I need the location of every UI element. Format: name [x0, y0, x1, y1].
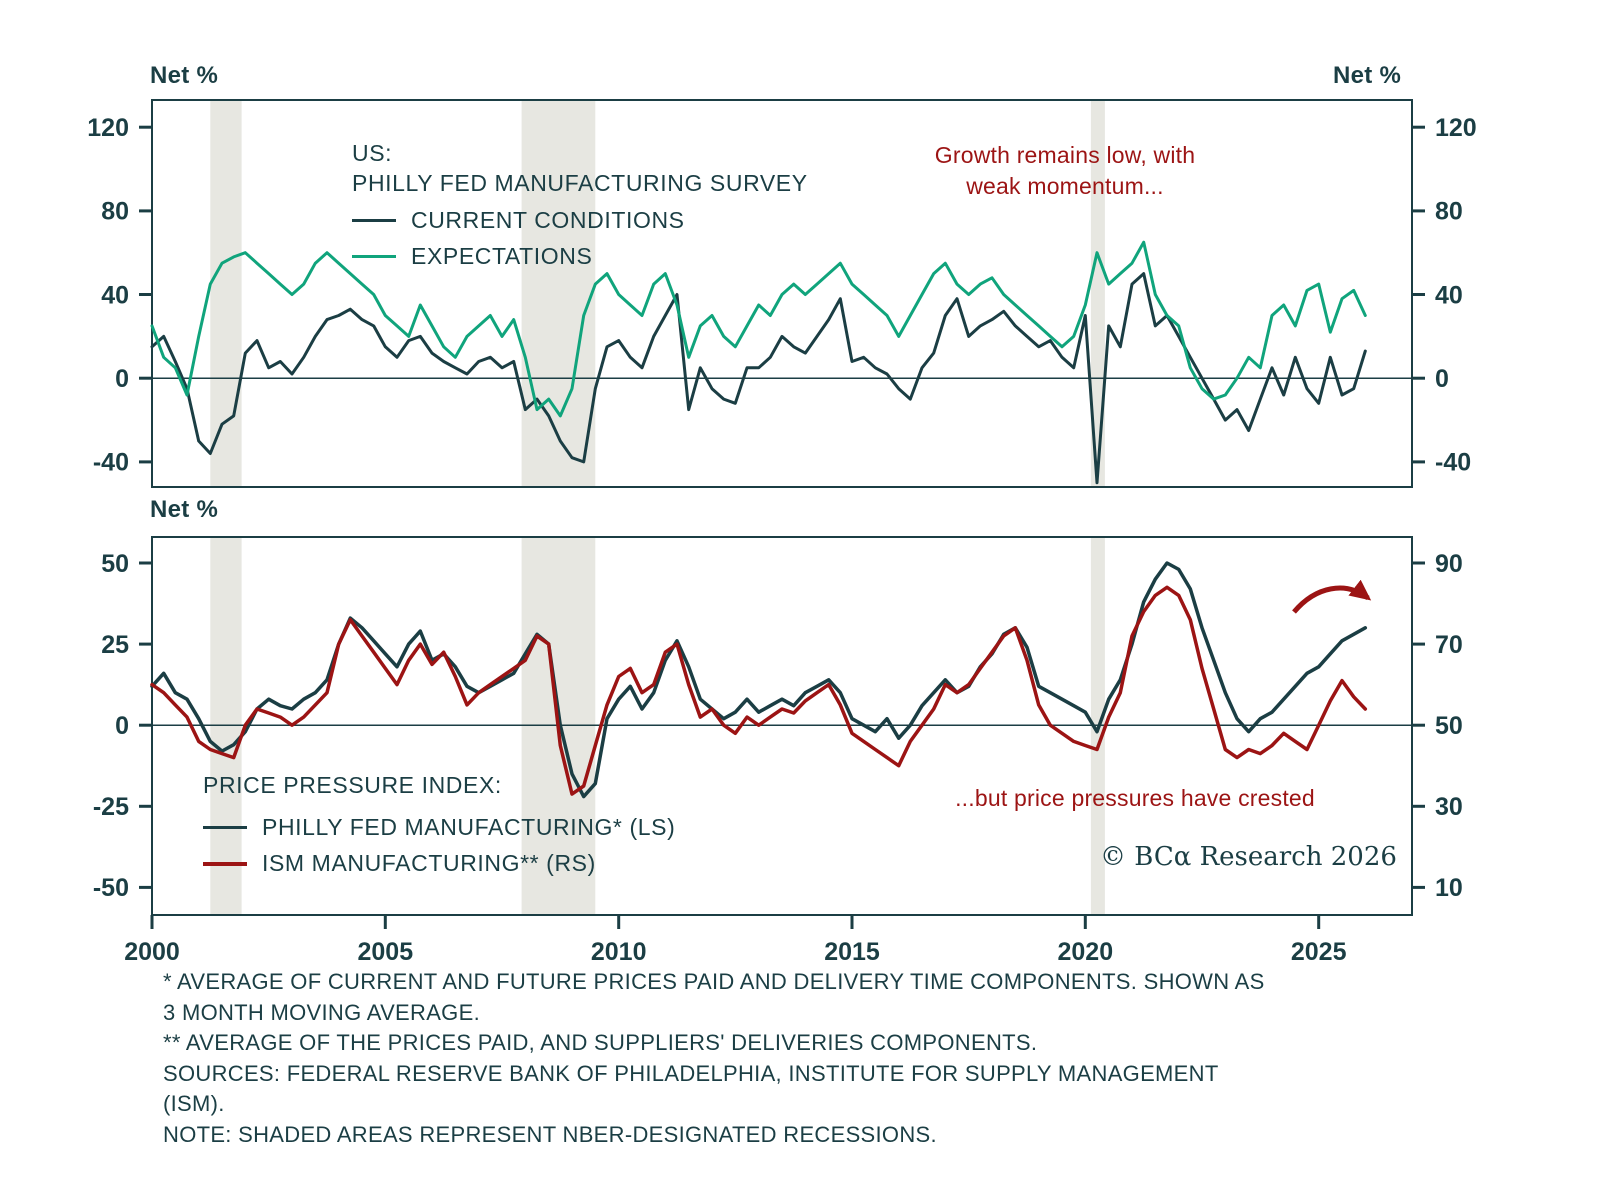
expectations-line-swatch	[352, 255, 396, 258]
x-tick-label: 2015	[824, 938, 880, 966]
footnote-line: SOURCES: FEDERAL RESERVE BANK OF PHILADE…	[163, 1060, 1219, 1086]
growth-annotation: Growth remains low, with weak momentum..…	[885, 140, 1245, 202]
expectations-line	[150, 240, 1367, 418]
y-tick-label: 70	[1435, 631, 1463, 659]
y-tick-label: 0	[115, 712, 129, 740]
legend-row-expectations: EXPECTATIONS	[352, 243, 808, 270]
y-tick-label: -40	[93, 449, 129, 477]
x-tick-label: 2010	[591, 938, 647, 966]
ism-price-pressure-line	[150, 585, 1368, 796]
x-tick-label: 2020	[1057, 938, 1113, 966]
legend-row-ism: ISM MANUFACTURING** (RS)	[203, 850, 675, 877]
y-tick-label: 0	[1435, 365, 1449, 393]
footnote-line: 3 MONTH MOVING AVERAGE.	[163, 999, 480, 1025]
footnote-line: (ISM).	[163, 1091, 225, 1116]
bottom-left-axis-label: Net %	[150, 496, 219, 523]
y-tick-label: 50	[1435, 712, 1463, 740]
y-tick-label: 10	[1435, 874, 1463, 902]
y-tick-label: 25	[101, 631, 129, 659]
bottom-panel-legend: PRICE PRESSURE INDEX: PHILLY FED MANUFAC…	[203, 770, 675, 877]
current-conditions-line-swatch	[352, 219, 396, 222]
current-conditions-label: CURRENT CONDITIONS	[411, 207, 685, 233]
current-conditions-line	[150, 272, 1367, 485]
crested-annotation: ...but price pressures have crested	[955, 785, 1315, 811]
y-tick-label: 120	[1435, 114, 1477, 142]
recession-band	[210, 537, 242, 915]
top-left-axis-label: Net %	[150, 62, 219, 89]
price-pressure-title: PRICE PRESSURE INDEX:	[203, 772, 502, 798]
growth-annotation-line1: Growth remains low, with	[934, 142, 1196, 168]
footnotes: * AVERAGE OF CURRENT AND FUTURE PRICES P…	[163, 967, 1483, 1150]
ism-label: ISM MANUFACTURING** (RS)	[262, 850, 596, 876]
recession-band	[521, 100, 596, 487]
philly-price-line-swatch	[203, 826, 247, 829]
y-tick-label: -40	[1435, 449, 1471, 477]
growth-annotation-line2: weak momentum...	[966, 173, 1164, 199]
y-tick-label: -25	[93, 793, 129, 821]
top-panel-legend: US: PHILLY FED MANUFACTURING SURVEY CURR…	[352, 138, 808, 270]
expectations-label: EXPECTATIONS	[411, 243, 593, 269]
y-tick-label: 90	[1435, 550, 1463, 578]
legend-row-current-conditions: CURRENT CONDITIONS	[352, 207, 808, 234]
y-tick-label: 40	[1435, 281, 1463, 309]
y-tick-label: 50	[101, 550, 129, 578]
recession-band	[1090, 100, 1105, 487]
y-tick-label: -50	[93, 874, 129, 902]
philly-price-pressure-line	[150, 561, 1368, 799]
x-tick-label: 2025	[1291, 938, 1347, 966]
y-tick-label: 120	[87, 114, 129, 142]
y-tick-label: 0	[115, 365, 129, 393]
y-tick-label: 30	[1435, 793, 1463, 821]
legend-row-philly-price: PHILLY FED MANUFACTURING* (LS)	[203, 814, 675, 841]
footnote-line: ** AVERAGE OF THE PRICES PAID, AND SUPPL…	[163, 1030, 1038, 1055]
y-tick-label: 80	[101, 198, 129, 226]
y-tick-label: 40	[101, 281, 129, 309]
copyright-notice: © BCα Research 2026	[1100, 842, 1397, 872]
y-tick-label: 80	[1435, 198, 1463, 226]
footnote-line: * AVERAGE OF CURRENT AND FUTURE PRICES P…	[163, 969, 1265, 994]
survey-title-line1: US:	[352, 140, 393, 166]
philly-price-label: PHILLY FED MANUFACTURING* (LS)	[262, 814, 676, 840]
crested-trend-arrow	[1292, 579, 1372, 614]
footnote-line: NOTE: SHADED AREAS REPRESENT NBER-DESIGN…	[163, 1121, 937, 1147]
x-tick-label: 2005	[357, 938, 413, 966]
x-tick-label: 2000	[124, 938, 180, 966]
survey-title-line2: PHILLY FED MANUFACTURING SURVEY	[352, 170, 808, 196]
ism-line-swatch	[203, 861, 247, 866]
recession-band	[210, 100, 242, 487]
top-right-axis-label: Net %	[1333, 62, 1402, 89]
